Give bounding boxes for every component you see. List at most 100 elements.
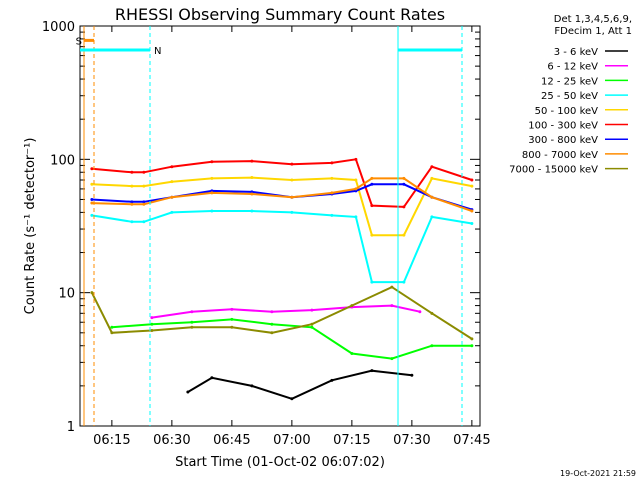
x-tick-label: 06:30 [153, 433, 190, 448]
data-point [210, 160, 214, 164]
data-point [186, 390, 190, 394]
data-point [230, 317, 234, 321]
x-tick-label: 07:30 [393, 433, 430, 448]
data-point [330, 378, 334, 382]
data-point [270, 310, 274, 314]
data-point [470, 344, 474, 348]
data-point [402, 280, 406, 284]
data-point [470, 222, 474, 226]
data-point [470, 178, 474, 182]
data-point [190, 325, 194, 329]
data-point [390, 304, 394, 308]
data-point [130, 220, 134, 224]
data-series [90, 157, 474, 401]
data-point [210, 209, 214, 213]
data-point [142, 220, 146, 224]
series-line-4 [91, 210, 473, 284]
legend-entry-label: 25 - 50 keV [541, 91, 598, 102]
axis-ticks: 06:15 06:30 06:45 07:00 07:15 07:30 07:45 1 10 10… [42, 20, 491, 448]
data-point [210, 191, 214, 195]
plot-frame [79, 25, 481, 427]
data-point [430, 311, 434, 315]
data-point [310, 322, 314, 326]
data-point [130, 170, 134, 174]
x-tick-label: 06:45 [213, 433, 250, 448]
data-point [330, 191, 334, 195]
x-tick-label: 07:45 [453, 433, 490, 448]
event-markers: SN [76, 26, 463, 426]
legend-entry-label: 3 - 6 keV [554, 47, 598, 58]
data-point [390, 357, 394, 361]
data-point [330, 213, 334, 217]
legend-entry-label: 6 - 12 keV [547, 62, 598, 73]
data-point [370, 233, 374, 237]
data-point [130, 200, 134, 204]
series-line-9 [91, 285, 473, 340]
data-point [290, 162, 294, 166]
series-line-8 [91, 177, 473, 212]
data-point [430, 165, 434, 169]
data-point [330, 176, 334, 180]
data-point [170, 195, 174, 199]
x-tick-label: 07:00 [273, 433, 310, 448]
legend-entry-label: 100 - 300 keV [528, 121, 598, 132]
data-point [330, 161, 334, 165]
data-point [290, 210, 294, 214]
legend-entry-label: 800 - 7000 keV [522, 150, 598, 161]
data-point [270, 331, 274, 335]
data-point [170, 210, 174, 214]
data-point [142, 202, 146, 206]
data-point [90, 197, 94, 201]
data-point [190, 310, 194, 314]
x-axis-label: Start Time (01-Oct-02 06:07:02) [175, 455, 385, 470]
data-point [150, 322, 154, 326]
x-tick-label: 06:15 [93, 433, 130, 448]
data-point [402, 205, 406, 209]
data-point [130, 184, 134, 188]
legend-entry-label: 50 - 100 keV [535, 106, 599, 117]
data-point [90, 291, 94, 295]
data-point [110, 325, 114, 329]
data-point [250, 176, 254, 180]
legend-entry-label: 7000 - 15000 keV [509, 165, 598, 176]
data-point [290, 195, 294, 199]
data-point [430, 176, 434, 180]
series-line-6 [91, 158, 473, 208]
chart-title: RHESSI Observing Summary Count Rates [115, 5, 445, 24]
series-line-3 [111, 318, 472, 360]
data-point [150, 329, 154, 333]
data-point [150, 316, 154, 320]
data-point [430, 195, 434, 199]
data-point [190, 320, 194, 324]
data-point [370, 280, 374, 284]
data-point [354, 157, 358, 161]
data-point [250, 209, 254, 213]
data-point [370, 369, 374, 373]
data-point [210, 176, 214, 180]
data-point [270, 322, 274, 326]
timestamp: 19-Oct-2021 21:59 [560, 469, 636, 478]
data-point [354, 178, 358, 182]
data-point [354, 215, 358, 219]
data-point [230, 307, 234, 311]
data-point [142, 200, 146, 204]
data-point [470, 337, 474, 341]
data-point [370, 204, 374, 208]
data-point [250, 159, 254, 163]
legend-entry-label: 300 - 800 keV [528, 135, 598, 146]
y-tick-label: 10 [58, 287, 75, 302]
y-axis-label: Count Rate (s⁻¹ detector⁻¹) [23, 138, 38, 315]
data-point [370, 176, 374, 180]
data-point [350, 304, 354, 308]
legend-header: Det 1,3,4,5,6,9, [554, 14, 632, 25]
night-marker-label: N [154, 46, 161, 57]
data-point [354, 187, 358, 191]
data-point [230, 325, 234, 329]
data-point [410, 373, 414, 377]
data-point [142, 184, 146, 188]
data-point [90, 182, 94, 186]
y-tick-label: 1000 [42, 20, 75, 35]
data-point [170, 165, 174, 169]
data-point [250, 192, 254, 196]
data-point [210, 376, 214, 380]
